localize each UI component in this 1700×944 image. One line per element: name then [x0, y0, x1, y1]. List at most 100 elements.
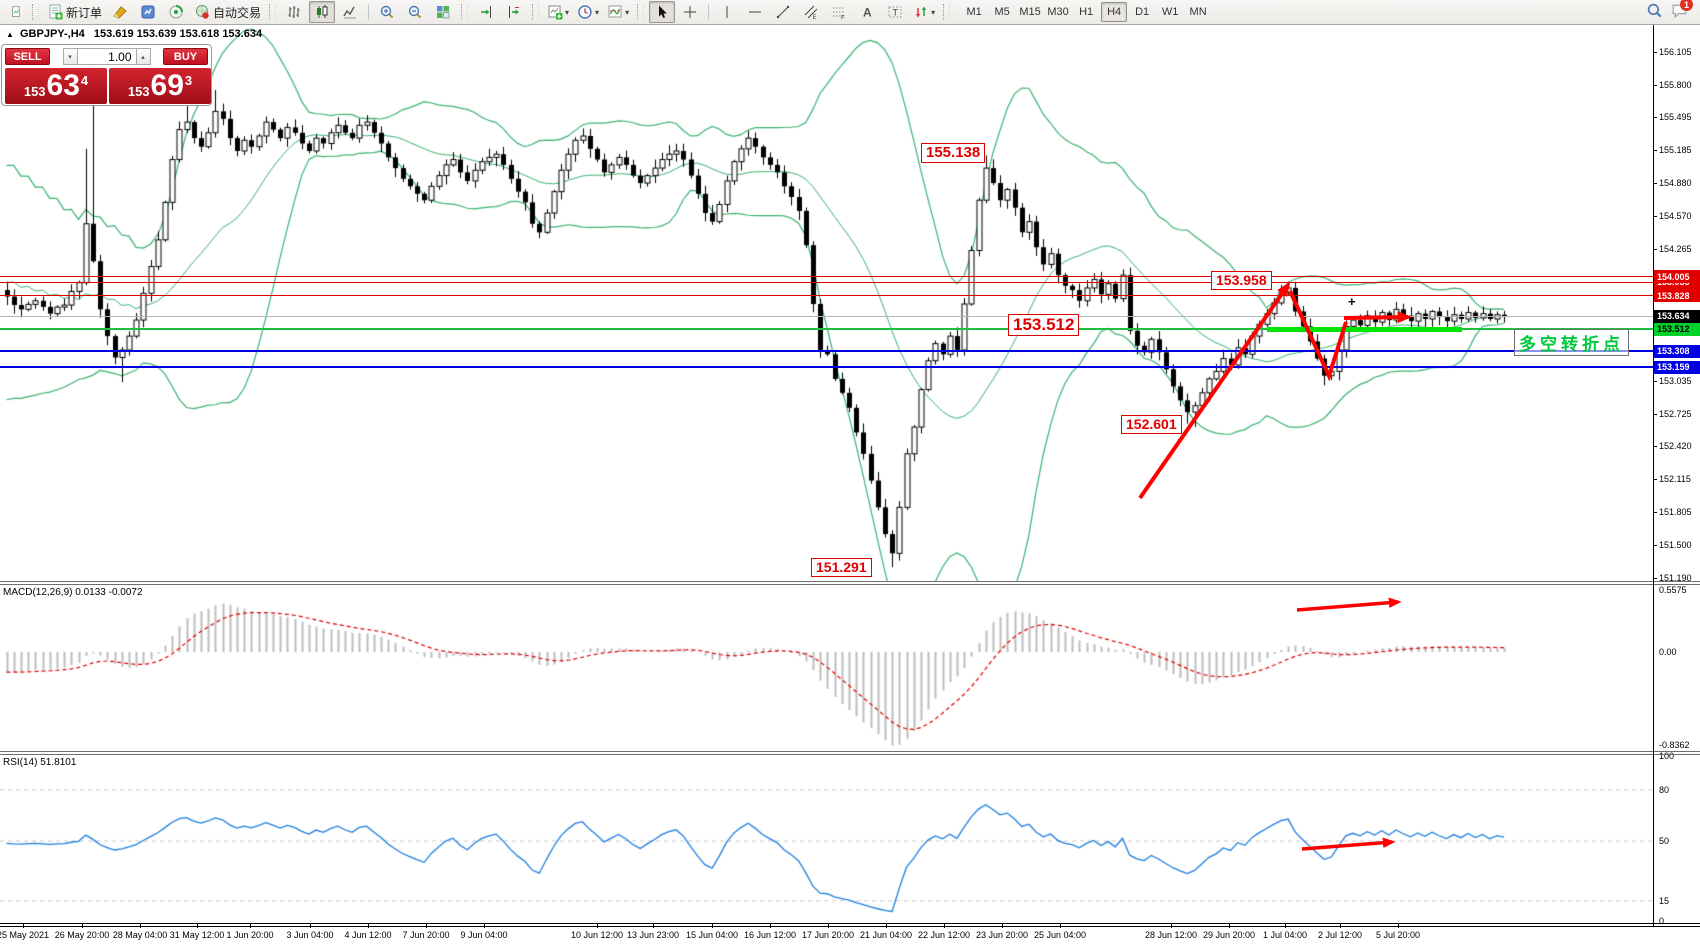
market-watch-icon [140, 4, 156, 20]
styler-button[interactable] [107, 1, 133, 23]
arrows-tool-button[interactable]: ▾ [910, 1, 938, 23]
bull-bear-turning-point-note[interactable]: 多空转折点 [1514, 329, 1629, 356]
horizontal-line-153.828[interactable] [0, 295, 1653, 297]
volume-decrease-button[interactable]: ▾ [62, 48, 78, 65]
time-tick [1002, 924, 1003, 928]
candlestick-chart-type-button[interactable] [309, 1, 336, 23]
price-tag-153.512[interactable]: 153.512 [1008, 314, 1080, 336]
rsi-axis-label: 100 [1659, 751, 1675, 761]
price-tick-label: 154.570 [1659, 211, 1692, 222]
text-label-tool-button[interactable]: T [882, 1, 908, 23]
strategy-tester-button[interactable] [163, 1, 189, 23]
timeframe-m1-button[interactable]: M1 [966, 6, 982, 18]
price-tag-151.291[interactable]: 151.291 [811, 558, 872, 577]
new-order-button[interactable]: 新订单 [44, 1, 105, 23]
time-axis-label: 21 Jun 04:00 [859, 930, 913, 940]
zoom-in-button[interactable] [374, 1, 400, 23]
timeframe-w1-button[interactable]: W1 [1161, 6, 1179, 18]
pane-separator[interactable] [0, 754, 1700, 755]
timeframe-m30-button[interactable]: M30 [1047, 6, 1069, 18]
price-tick-label: 153.035 [1659, 375, 1692, 386]
timeframe-h4-button[interactable]: H4 [1101, 2, 1128, 22]
price-tick-label: 152.115 [1659, 473, 1691, 484]
zoom-out-button[interactable] [402, 1, 428, 23]
rsi-indicator-label: RSI(14) 51.8101 [3, 757, 77, 768]
chart-window-icon[interactable] [1, 1, 27, 23]
symbol-ohlc: 153.619 153.639 153.618 153.634 [93, 28, 263, 40]
vertical-line-tool-button[interactable] [714, 1, 740, 23]
dropdown-chevron-icon[interactable]: ▾ [625, 7, 630, 17]
svg-text:F: F [841, 16, 845, 21]
indicators-button[interactable]: ▾ [604, 1, 632, 23]
horizontal-line-153.512[interactable] [0, 328, 1653, 331]
ask-price-panel[interactable]: 153 69 3 [109, 68, 211, 104]
dropdown-chevron-icon[interactable]: ▾ [931, 7, 936, 17]
line-chart-type-button[interactable] [337, 1, 363, 23]
price-tick [1653, 150, 1657, 152]
volume-input[interactable] [77, 48, 136, 65]
toolbar-group-grip [637, 4, 645, 20]
timeframe-mn-button[interactable]: MN [1189, 6, 1207, 18]
timeframe-m15-button[interactable]: M15 [1019, 6, 1041, 18]
main-toolbar: 新订单 自动交易 ▾ ▾ ▾ E F A T ▾ M1 M5 M15 M30 H1 H4 D1 W1 MN 1 [0, 0, 1700, 25]
toolbar-group-grip [269, 4, 277, 20]
timeframe-d1-button[interactable]: D1 [1135, 6, 1150, 18]
horizontal-line-tool-button[interactable] [742, 1, 768, 23]
cursor-tool-button[interactable] [649, 1, 676, 23]
time-axis-label: 25 Jun 04:00 [1033, 930, 1087, 940]
new-chart-button[interactable]: ▾ [544, 1, 572, 23]
price-tick [1653, 478, 1657, 480]
crosshair-tool-icon [682, 4, 698, 20]
chart-shift-button[interactable] [473, 1, 499, 23]
dropdown-chevron-icon[interactable]: ▾ [595, 7, 600, 17]
price-marker-153.512: 153.512 [1654, 322, 1700, 336]
price-tag-155.138[interactable]: 155.138 [921, 143, 986, 163]
timeframe-h1-button[interactable]: H1 [1079, 6, 1094, 18]
buy-button[interactable]: BUY [163, 48, 208, 65]
price-marker-153.308: 153.308 [1654, 344, 1700, 358]
pane-separator[interactable] [0, 581, 1700, 582]
dropdown-chevron-icon[interactable]: ▾ [565, 7, 570, 17]
crosshair-tool-button[interactable] [677, 1, 703, 23]
vertical-line-tool-icon [719, 4, 735, 20]
market-watch-button[interactable] [135, 1, 161, 23]
price-marker-153.828: 153.828 [1654, 289, 1700, 303]
horizontal-line-153.634[interactable] [0, 315, 1653, 317]
chart-window-icon: ▲ [6, 30, 14, 39]
periods-button[interactable]: ▾ [574, 1, 602, 23]
bar-chart-type-button[interactable] [281, 1, 307, 23]
time-axis-label: 25 May 2021 [0, 930, 50, 940]
trendline-tool-button[interactable] [770, 1, 796, 23]
horizontal-line-154.005[interactable] [0, 276, 1653, 278]
fibonacci-tool-button[interactable]: F [826, 1, 852, 23]
auto-scroll-button[interactable] [501, 1, 527, 23]
line-chart-type-icon [342, 4, 358, 20]
bid-price-panel[interactable]: 153 63 4 [5, 68, 107, 104]
horizontal-line-153.308[interactable] [0, 350, 1653, 353]
text-tool-button[interactable]: A [854, 1, 880, 23]
text-label-tool-icon: T [887, 4, 903, 20]
price-marker-153.634: 153.634 [1654, 309, 1700, 323]
autotrade-button[interactable]: 自动交易 [191, 1, 264, 23]
horizontal-line-153.159[interactable] [0, 366, 1653, 369]
price-tag-152.601[interactable]: 152.601 [1121, 415, 1182, 434]
equidistant-channel-tool-button[interactable]: E [798, 1, 824, 23]
timeframe-m5-button[interactable]: M5 [994, 6, 1010, 18]
search-icon[interactable] [1646, 2, 1663, 24]
support-highlight-bar[interactable] [1267, 327, 1462, 332]
time-tick [23, 924, 24, 928]
tile-windows-button[interactable] [430, 1, 456, 23]
arrows-tool-icon [913, 4, 929, 20]
pane-separator[interactable] [0, 926, 1700, 927]
volume-increase-button[interactable]: ▴ [135, 48, 151, 65]
macd-indicator-label: MACD(12,26,9) 0.0133 -0.0072 [3, 587, 143, 598]
notifications-button[interactable]: 1 [1671, 0, 1693, 24]
price-tag-153.958[interactable]: 153.958 [1211, 271, 1272, 290]
pane-separator[interactable] [0, 584, 1700, 585]
pane-separator[interactable] [0, 923, 1700, 924]
sell-button[interactable]: SELL [5, 48, 50, 65]
horizontal-line-153.955[interactable] [0, 281, 1653, 283]
macd-axis-label: 0.5575 [1659, 585, 1687, 595]
pane-separator[interactable] [0, 751, 1700, 752]
